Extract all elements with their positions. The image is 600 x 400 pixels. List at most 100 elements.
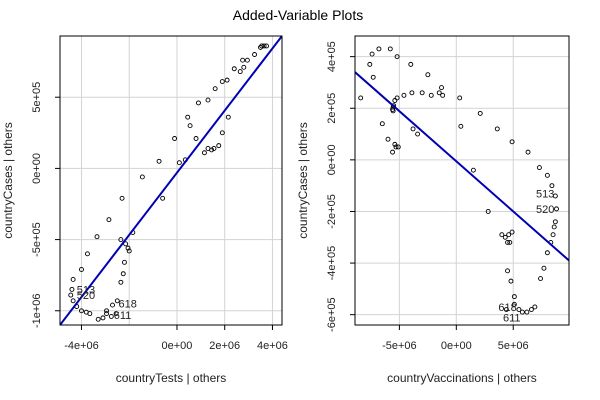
data-point xyxy=(538,276,543,282)
data-point xyxy=(104,311,109,317)
data-point xyxy=(525,149,531,155)
data-point xyxy=(114,298,120,304)
data-point xyxy=(205,97,211,103)
point-label: 611 xyxy=(503,312,521,324)
data-point xyxy=(187,123,193,129)
data-point xyxy=(550,232,556,238)
data-point xyxy=(549,183,555,189)
y-axis-label: countryCases | others xyxy=(296,122,310,239)
y-tick-label: -4e+05 xyxy=(326,246,338,281)
x-tick-label: -5e+06 xyxy=(382,340,417,352)
data-point xyxy=(505,268,510,274)
data-point xyxy=(110,302,115,308)
data-point xyxy=(70,276,76,282)
data-point xyxy=(532,304,538,310)
plot-frame xyxy=(59,35,283,326)
x-axis-label: countryVaccinations | others xyxy=(387,371,537,385)
x-tick-label: 2e+06 xyxy=(209,340,240,352)
y-tick-label: -6e+05 xyxy=(326,297,338,332)
fit-line xyxy=(355,71,569,262)
data-point xyxy=(219,130,225,136)
data-point xyxy=(458,123,464,129)
data-point xyxy=(358,95,364,101)
x-tick-label: 0e+00 xyxy=(441,340,472,352)
data-point xyxy=(118,237,124,243)
data-point xyxy=(108,314,114,319)
data-point xyxy=(415,131,421,137)
data-point xyxy=(264,43,269,49)
data-point xyxy=(106,217,112,223)
y-tick-label: -2e+05 xyxy=(326,194,338,229)
data-point xyxy=(506,232,512,238)
data-point xyxy=(554,206,559,212)
data-point xyxy=(470,167,476,173)
point-label: 513 xyxy=(77,284,95,296)
data-point xyxy=(252,52,257,57)
y-tick-label: 4e+05 xyxy=(326,41,338,72)
data-point xyxy=(385,136,391,142)
data-point xyxy=(494,126,500,132)
point-label: 513 xyxy=(536,188,554,200)
data-point xyxy=(212,86,218,92)
data-point xyxy=(551,224,557,230)
data-point xyxy=(392,98,398,103)
data-point xyxy=(120,271,126,277)
data-point xyxy=(409,90,415,96)
data-point xyxy=(370,74,376,80)
data-point xyxy=(440,92,446,98)
x-tick-label: -4e+06 xyxy=(64,340,99,352)
data-point xyxy=(425,72,431,78)
data-point xyxy=(118,279,124,285)
data-point xyxy=(536,165,542,171)
data-point xyxy=(193,136,199,141)
point-label: 520 xyxy=(77,290,95,302)
data-point xyxy=(139,174,145,180)
data-point xyxy=(219,79,225,85)
x-tick-label: 4e+06 xyxy=(257,340,288,352)
data-point xyxy=(231,66,237,72)
data-point xyxy=(369,51,375,57)
data-point xyxy=(258,44,263,50)
data-point xyxy=(505,239,510,245)
data-point xyxy=(125,245,131,251)
data-point xyxy=(87,311,93,317)
y-tick-label: 5e+05 xyxy=(31,82,43,113)
data-point xyxy=(502,234,508,240)
data-point xyxy=(503,307,509,312)
data-point xyxy=(395,144,401,150)
data-point xyxy=(436,90,442,96)
data-point xyxy=(428,92,434,98)
plot-frame xyxy=(354,35,570,326)
data-point xyxy=(477,110,483,116)
data-point xyxy=(68,292,74,298)
data-point xyxy=(240,57,246,63)
data-point xyxy=(511,301,517,307)
x-tick-label: 0e+00 xyxy=(162,340,193,352)
data-point xyxy=(95,316,101,322)
data-point xyxy=(552,219,558,225)
data-point xyxy=(376,46,382,52)
data-point xyxy=(69,286,75,292)
data-point xyxy=(508,278,514,284)
data-point xyxy=(126,248,132,254)
data-point xyxy=(216,143,222,149)
y-axis-label: countryCases | others xyxy=(1,122,15,239)
data-point xyxy=(408,61,414,67)
point-label: 611 xyxy=(114,310,132,322)
data-point xyxy=(123,241,129,247)
data-point xyxy=(237,69,243,75)
fit-line xyxy=(60,36,282,325)
point-label: 618 xyxy=(498,302,516,314)
data-point xyxy=(224,77,230,83)
data-layer xyxy=(355,46,569,315)
data-point xyxy=(94,234,100,240)
data-point xyxy=(528,307,534,312)
data-point xyxy=(544,172,550,178)
data-point xyxy=(205,146,211,151)
data-point xyxy=(401,92,407,98)
data-point xyxy=(392,141,398,147)
data-point xyxy=(196,100,201,106)
